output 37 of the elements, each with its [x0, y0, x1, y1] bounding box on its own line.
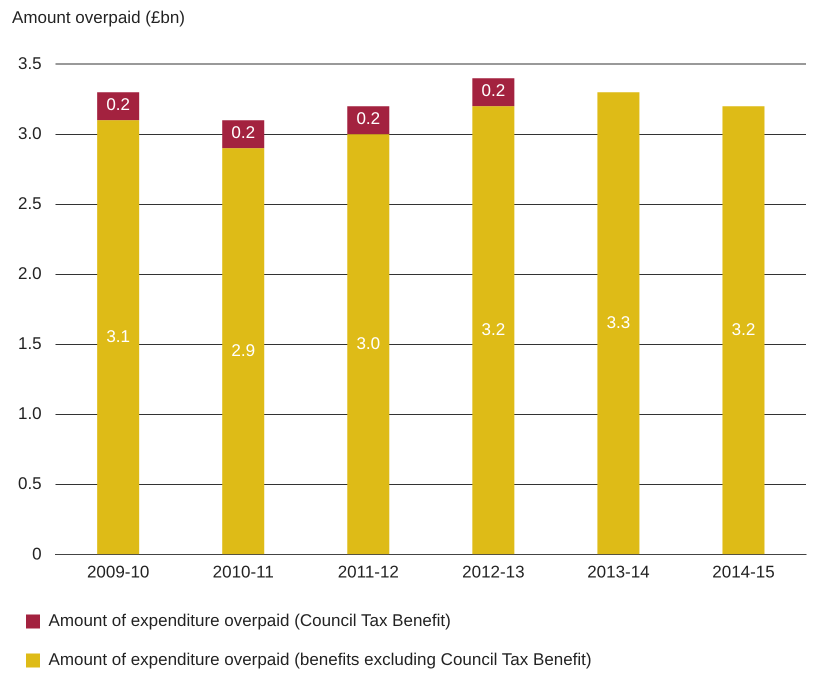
- data-label: 2.9: [231, 340, 256, 360]
- y-axis-title: Amount overpaid (£bn): [12, 8, 185, 28]
- x-tick-label: 2013-14: [587, 562, 650, 582]
- data-label: 3.2: [482, 320, 506, 339]
- bar: [597, 92, 640, 554]
- y-tick-label: 3.0: [18, 124, 42, 143]
- data-label: 0.2: [106, 94, 130, 114]
- x-tick-label: 2014-15: [712, 562, 775, 582]
- y-tick-label: 0: [32, 544, 42, 564]
- bar: [97, 92, 140, 120]
- data-label: 0.2: [356, 108, 380, 128]
- y-tick-label: 1.0: [18, 404, 42, 424]
- bar: [222, 148, 264, 554]
- data-label: 3.0: [356, 334, 380, 353]
- bar: [472, 106, 514, 554]
- data-label: 3.3: [606, 312, 630, 332]
- bar: [347, 106, 390, 134]
- y-tick-label: 2.0: [18, 264, 42, 284]
- y-tick-label: 3.5: [18, 54, 42, 73]
- bar: [97, 120, 140, 554]
- bar: [347, 134, 390, 554]
- data-label: 3.1: [106, 326, 130, 346]
- x-tick-label: 2011-12: [338, 562, 399, 582]
- data-label: 3.2: [732, 320, 756, 339]
- y-tick-label: 0.5: [18, 474, 42, 494]
- x-tick-label: 2010-11: [212, 562, 274, 582]
- bar: [472, 78, 514, 106]
- legend-label: Amount of expenditure overpaid (Council Tax Benefit): [48, 611, 451, 630]
- legend-label: Amount of expenditure overpaid (benefits excluding Council Tax Benefit): [48, 650, 592, 670]
- y-tick-label: 1.5: [18, 334, 42, 354]
- x-tick-label: 2012-13: [462, 562, 525, 582]
- data-label: 0.2: [231, 122, 256, 142]
- data-label: 0.2: [482, 80, 506, 100]
- y-tick-label: 2.5: [18, 194, 42, 213]
- x-tick-label: 2009-10: [86, 562, 150, 582]
- bar: [722, 106, 764, 554]
- bar: [222, 120, 264, 148]
